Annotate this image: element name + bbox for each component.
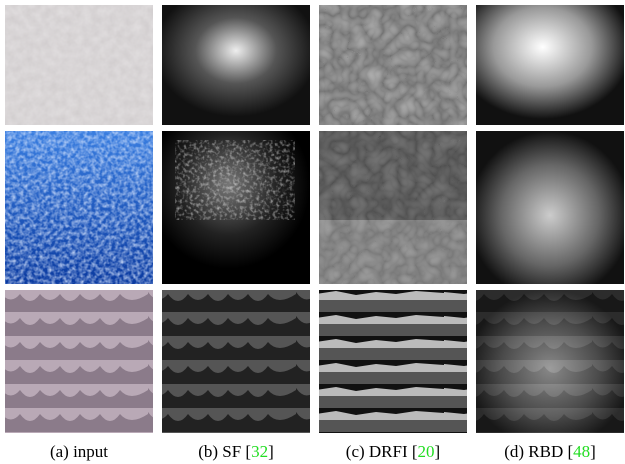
caption-text: (d) RBD [: [504, 442, 573, 461]
figure: (a) input (b) SF [32] (c) DRFI [20] (d) …: [0, 0, 625, 464]
sf-map: [162, 290, 310, 433]
input-image: [5, 290, 153, 433]
caption-text: (b) SF [: [198, 442, 251, 461]
citation[interactable]: 48: [573, 442, 590, 461]
caption: (a) input: [50, 442, 108, 461]
caption: (d) RBD [48]: [504, 442, 596, 461]
caption: (b) SF [32]: [198, 442, 274, 461]
citation[interactable]: 32: [251, 442, 268, 461]
texture: [319, 5, 467, 125]
citation[interactable]: 20: [418, 442, 435, 461]
caption-text: (a) input: [50, 442, 108, 461]
sf-map: [162, 5, 310, 125]
texture: [5, 131, 153, 284]
texture: [175, 140, 295, 220]
row-2: [5, 131, 624, 284]
captions: (a) input (b) SF [32] (c) DRFI [20] (d) …: [50, 442, 596, 461]
row-3: [5, 290, 624, 433]
row-1: [5, 5, 624, 125]
texture: [319, 131, 467, 284]
caption-text: ]: [268, 442, 274, 461]
rbd-map: [476, 131, 624, 284]
caption: (c) DRFI [20]: [346, 442, 440, 461]
caption-text: ]: [590, 442, 596, 461]
rbd-map: [476, 5, 624, 125]
caption-text: (c) DRFI [: [346, 442, 418, 461]
drfi-map: [319, 290, 467, 433]
rbd-overlay: [476, 290, 624, 433]
texture: [5, 5, 153, 125]
caption-text: ]: [435, 442, 441, 461]
